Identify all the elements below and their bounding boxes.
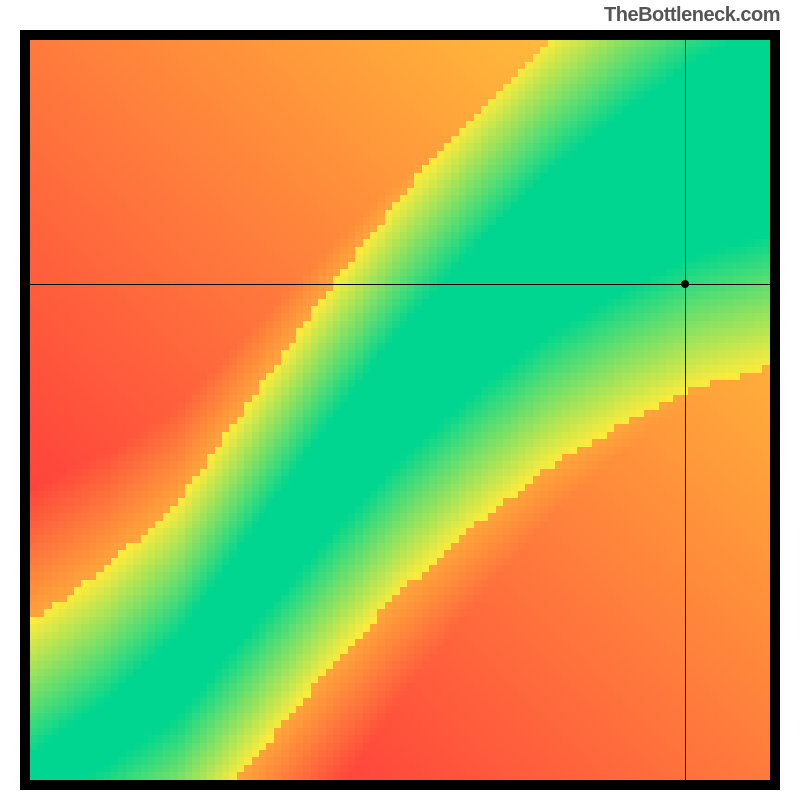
bottleneck-heatmap [30,40,770,780]
plot-area [20,30,780,790]
watermark-text: TheBottleneck.com [604,4,780,27]
crosshair-horizontal [30,284,770,285]
selection-marker [681,280,689,288]
crosshair-vertical [685,40,686,780]
